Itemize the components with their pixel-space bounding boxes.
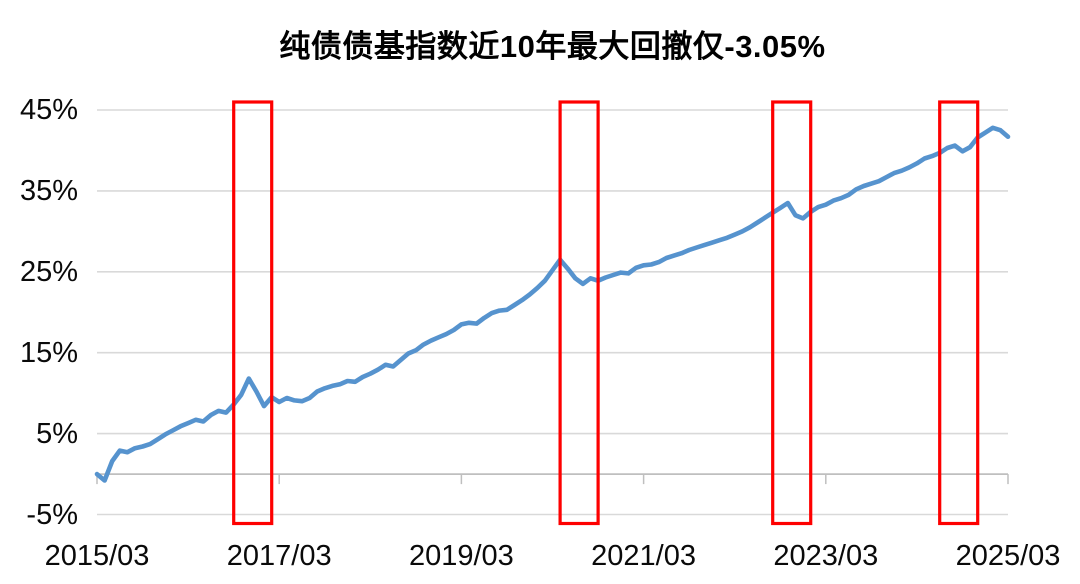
chart-title: 纯债债基指数近10年最大回撤仅-3.05% [279, 29, 826, 64]
y-axis-tick-label: 35% [19, 174, 78, 207]
y-axis-tick-label: 25% [19, 255, 78, 288]
y-axis-tick-label: -5% [26, 498, 78, 531]
x-axis-tick-label: 2021/03 [591, 540, 696, 572]
x-axis-tick-label: 2023/03 [773, 540, 879, 572]
y-axis-tick-label: 45% [19, 94, 78, 126]
x-axis-tick-label: 2015/03 [44, 540, 150, 572]
drawdown-highlight-box [938, 100, 980, 526]
x-axis-tick-label: 2017/03 [226, 540, 332, 572]
drawdown-highlight-box [771, 100, 813, 526]
x-axis-tick-label: 2019/03 [408, 540, 514, 572]
x-axis-tick-label: 2025/03 [955, 540, 1061, 572]
y-axis-tick-label: 15% [19, 336, 78, 369]
y-axis-tick-label: 5% [36, 417, 78, 450]
index-line [94, 125, 1011, 483]
drawdown-highlight-box [558, 100, 600, 526]
drawdown-highlight-box [232, 100, 274, 526]
